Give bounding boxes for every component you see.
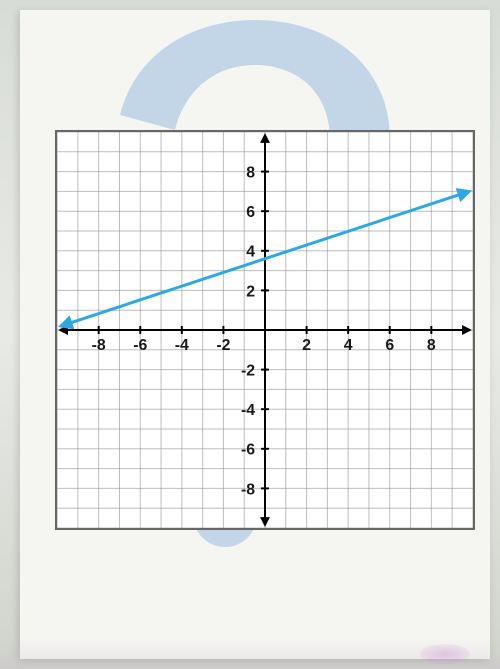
svg-text:-8: -8 xyxy=(92,337,106,354)
page-container: -8 -6 -4 -2 2 4 6 8 8 6 4 2 -2 -4 -6 -8 xyxy=(20,10,490,659)
svg-text:-6: -6 xyxy=(241,442,255,459)
svg-text:-4: -4 xyxy=(175,337,189,354)
svg-text:6: 6 xyxy=(246,204,255,221)
svg-text:4: 4 xyxy=(246,244,255,261)
svg-text:-2: -2 xyxy=(216,337,230,354)
chart-svg: -8 -6 -4 -2 2 4 6 8 8 6 4 2 -2 -4 -6 -8 xyxy=(57,132,473,528)
svg-text:-8: -8 xyxy=(241,481,255,498)
coordinate-chart: -8 -6 -4 -2 2 4 6 8 8 6 4 2 -2 -4 -6 -8 xyxy=(55,130,475,530)
svg-text:2: 2 xyxy=(246,283,255,300)
svg-text:-2: -2 xyxy=(241,363,255,380)
svg-text:2: 2 xyxy=(302,337,311,354)
svg-text:-6: -6 xyxy=(133,337,147,354)
svg-text:8: 8 xyxy=(427,337,436,354)
svg-text:8: 8 xyxy=(246,165,255,182)
svg-text:6: 6 xyxy=(385,337,394,354)
corner-decoration xyxy=(420,644,470,664)
svg-text:-4: -4 xyxy=(241,402,255,419)
svg-text:4: 4 xyxy=(344,337,353,354)
